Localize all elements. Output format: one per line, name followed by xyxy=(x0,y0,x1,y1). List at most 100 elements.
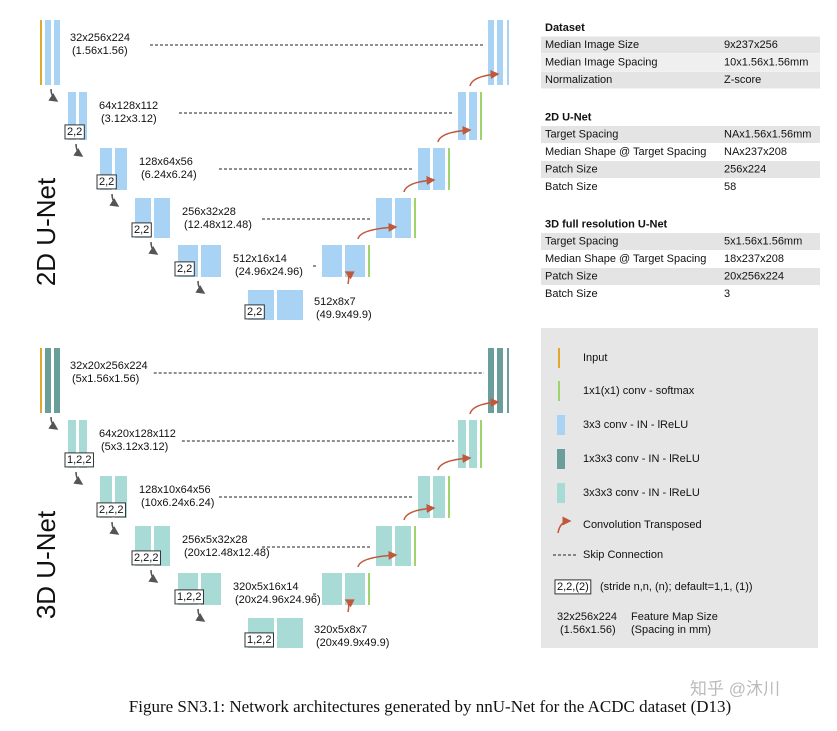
table-cell: 3 xyxy=(724,288,730,300)
stride-box xyxy=(131,550,161,566)
legend-fmap: 32x256x224 xyxy=(557,611,617,623)
legend-text: Convolution Transposed xyxy=(583,519,702,531)
stride-label: 1,2,2 xyxy=(67,454,91,466)
stride-label: 1,2,2 xyxy=(247,634,271,646)
feature-spacing: (20x12.48x12.48) xyxy=(184,547,270,559)
block xyxy=(45,348,51,413)
table-cell: Target Spacing xyxy=(545,235,618,247)
down-arrow xyxy=(109,193,120,207)
block xyxy=(497,348,503,413)
stride-label: 1,2,2 xyxy=(177,591,201,603)
block xyxy=(345,573,365,605)
block xyxy=(277,618,303,648)
down-arrow xyxy=(148,569,159,583)
table-cell: 58 xyxy=(724,181,736,193)
softmax-bar xyxy=(414,198,416,238)
up-arrow xyxy=(469,70,500,87)
stride-box xyxy=(64,452,94,468)
down-arrow xyxy=(73,471,84,485)
stride-box xyxy=(96,502,126,518)
legend-box xyxy=(541,328,818,648)
table-row-bg xyxy=(541,233,820,250)
feature-spacing: (20x49.9x49.9) xyxy=(316,637,389,649)
table-cell: Batch Size xyxy=(545,288,598,300)
softmax-bar xyxy=(480,420,482,468)
down-arrow xyxy=(48,88,59,102)
block xyxy=(376,526,392,566)
table-cell: Z-score xyxy=(724,74,761,86)
input-bar xyxy=(40,348,42,413)
legend-fmap: (1.56x1.56) xyxy=(560,624,616,636)
stride-box xyxy=(554,579,592,595)
down-arrow xyxy=(195,608,206,622)
stride-box xyxy=(131,222,152,238)
down-arrow xyxy=(48,416,59,430)
block xyxy=(154,198,170,238)
legend-stride-box: 2,2,(2) xyxy=(557,581,589,593)
table-cell: 256x224 xyxy=(724,163,766,175)
up-arrow xyxy=(344,599,355,613)
block xyxy=(497,20,503,85)
down-arrow xyxy=(73,143,84,157)
feature-size: 64x20x128x112 xyxy=(99,428,176,440)
feature-size: 512x8x7 xyxy=(314,296,356,308)
input-bar xyxy=(40,20,42,85)
down-arrow xyxy=(109,521,120,535)
legend-text: (Spacing in mm) xyxy=(631,624,711,636)
feature-size: 256x32x28 xyxy=(182,206,236,218)
legend-icon xyxy=(557,449,565,469)
softmax-bar xyxy=(448,476,450,518)
legend-text: 1x1(x1) conv - softmax xyxy=(583,385,695,397)
softmax-bar xyxy=(480,92,482,140)
table-cell: 10x1.56x1.56mm xyxy=(724,56,808,68)
table-cell: 20x256x224 xyxy=(724,270,784,282)
block xyxy=(68,92,76,140)
feature-size: 128x64x56 xyxy=(139,156,193,168)
legend-text: 1x3x3 conv - IN - lReLU xyxy=(583,453,700,465)
feature-spacing: (5x1.56x1.56) xyxy=(72,373,139,385)
table-title: Dataset xyxy=(545,22,585,34)
table-cell: Normalization xyxy=(545,74,612,86)
down-arrow xyxy=(195,280,206,294)
table-cell: NAx237x208 xyxy=(724,146,787,158)
block xyxy=(458,420,466,468)
block xyxy=(68,420,76,468)
block xyxy=(45,20,51,85)
legend-icon xyxy=(557,415,565,435)
block xyxy=(469,420,477,468)
feature-spacing: (20x24.96x24.96) xyxy=(235,594,321,606)
feature-size: 32x20x256x224 xyxy=(70,360,148,372)
block xyxy=(79,92,87,140)
network-title: 3D U-Net xyxy=(31,510,61,619)
block xyxy=(322,573,342,605)
block xyxy=(345,245,365,277)
softmax-bar xyxy=(414,526,416,566)
stride-box xyxy=(64,124,85,140)
table-row-bg xyxy=(541,71,820,89)
block xyxy=(395,198,411,238)
block xyxy=(418,148,430,190)
legend-text: 3x3 conv - IN - lReLU xyxy=(583,419,688,431)
softmax-bar xyxy=(448,148,450,190)
table-row-bg xyxy=(541,54,820,71)
block xyxy=(322,245,342,277)
table-cell: NAx1.56x1.56mm xyxy=(724,128,811,140)
stride-box xyxy=(96,174,117,190)
legend-text: Skip Connection xyxy=(583,549,663,561)
table-cell: Median Image Size xyxy=(545,39,639,51)
block xyxy=(376,198,392,238)
network-title: 2D U-Net xyxy=(31,177,61,286)
block xyxy=(54,348,60,413)
softmax-bar xyxy=(507,20,509,85)
block xyxy=(488,20,494,85)
block xyxy=(201,573,221,605)
block xyxy=(433,148,445,190)
feature-spacing: (12.48x12.48) xyxy=(184,219,252,231)
block xyxy=(458,92,466,140)
table-title: 2D U-Net xyxy=(545,111,592,123)
feature-size: 64x128x112 xyxy=(99,100,158,112)
feature-size: 320x5x8x7 xyxy=(314,624,367,636)
block xyxy=(201,245,221,277)
stride-label: 2,2 xyxy=(247,306,262,318)
up-arrow xyxy=(437,126,472,143)
